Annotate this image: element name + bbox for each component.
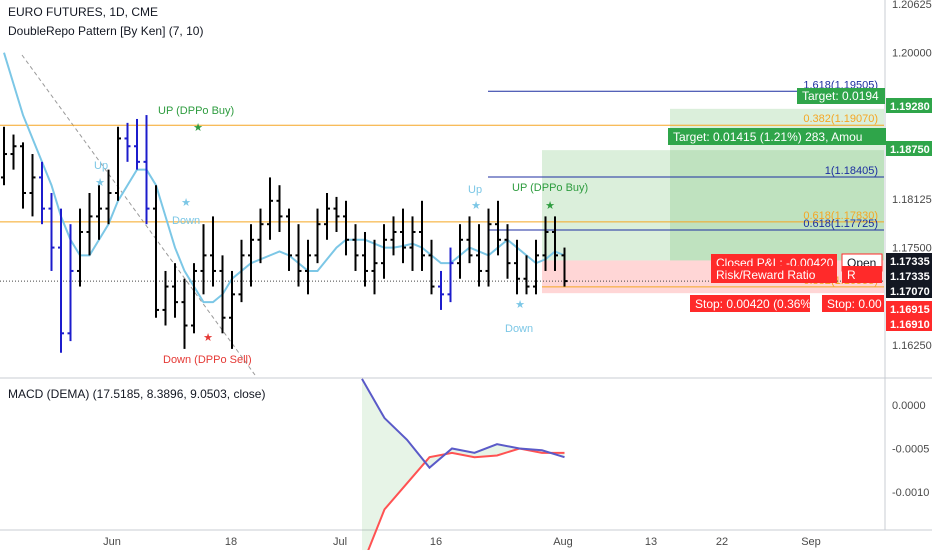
time-tick: Aug	[553, 536, 573, 548]
price-axis-label: 1.19280	[890, 101, 930, 113]
time-tick: Jun	[103, 536, 121, 548]
trade-label-bg	[690, 295, 810, 312]
indicator-title: DoubleRepo Pattern [By Ken] (7, 10)	[8, 24, 204, 38]
trade-label-text: R	[847, 268, 856, 282]
macd-line	[361, 378, 565, 470]
time-tick: 13	[645, 536, 657, 548]
signal-annotation: Down (DPPo Sell)	[163, 354, 252, 366]
trade-label-text: Target: 0.01415 (1.21%) 283, Amou	[673, 130, 862, 144]
trade-label: Stop: 0.00420 (0.36%	[690, 295, 811, 312]
symbol-title: EURO FUTURES, 1D, CME	[8, 5, 159, 19]
star-marker: ★	[203, 332, 213, 344]
trade-label: R	[842, 266, 882, 283]
ma-line	[3, 52, 565, 304]
trade-label-text: Risk/Reward Ratio	[716, 268, 816, 282]
macd-title: MACD (DEMA) (17.5185, 8.3896, 9.0503, cl…	[8, 387, 266, 401]
signal-annotation: UP (DPPo Buy)	[512, 182, 588, 194]
price-axis-label: 1.16910	[890, 319, 930, 331]
time-tick: 18	[225, 536, 237, 548]
signal-annotation: Down	[172, 215, 200, 227]
trade-label-bg	[842, 266, 882, 283]
price-tick: 1.17500	[892, 243, 932, 255]
price-axis-label-bg	[886, 141, 932, 156]
trade-label: Stop: 0.00	[822, 295, 884, 312]
price-axis-label: 1.18750	[890, 144, 930, 156]
star-marker: ★	[471, 200, 481, 212]
signal-annotation: Down	[505, 323, 533, 335]
fib-level-label: 0.618(1.17830)	[803, 210, 878, 222]
star-marker: ★	[95, 177, 105, 189]
time-tick: 16	[430, 536, 442, 548]
trade-label-bg	[797, 88, 885, 104]
time-tick: Sep	[801, 536, 821, 548]
fib-level-label: 0.382(1.19070)	[803, 113, 878, 125]
fib-level-label: 0.618(1.17725)	[803, 218, 878, 230]
star-marker: ★	[181, 197, 191, 209]
trade-label: Target: 0.0194	[797, 88, 885, 104]
trade-label-bg	[822, 295, 884, 312]
macd-fill	[362, 378, 565, 550]
macd-signal-line	[367, 447, 565, 550]
trade-label: Risk/Reward Ratio	[711, 266, 837, 283]
trade-label-text: Target: 0.0194	[802, 89, 879, 103]
price-axis-label: 1.17335	[890, 271, 930, 283]
macd-tick: 0.0000	[892, 400, 926, 412]
price-axis-label: 1.16915	[890, 304, 930, 316]
trade-label-bg	[711, 266, 837, 283]
price-axis-label-bg	[886, 301, 932, 316]
trade-label-text: Stop: 0.00420 (0.36%	[695, 297, 811, 311]
price-tick: 1.20625	[892, 0, 932, 11]
star-marker: ★	[545, 200, 555, 212]
macd-tick: -0.0005	[892, 444, 929, 456]
signal-annotation: UP (DPPo Buy)	[158, 105, 234, 117]
trade-label-text: Stop: 0.00	[827, 297, 882, 311]
star-marker: ★	[193, 122, 203, 134]
signal-annotation: Up	[468, 184, 482, 196]
macd-tick: -0.0010	[892, 487, 929, 499]
target-box-1	[542, 150, 884, 261]
time-tick: 22	[716, 536, 728, 548]
price-tick: 1.18125	[892, 194, 932, 206]
price-axis-label-bg	[886, 253, 932, 268]
price-axis-label-bg	[886, 283, 932, 298]
price-axis-label: 1.17070	[890, 286, 930, 298]
price-axis-label-bg	[886, 268, 932, 283]
signal-annotation: Up	[94, 160, 108, 172]
trade-label: Target: 0.01415 (1.21%) 283, Amou	[668, 128, 886, 145]
price-tick: 1.16250	[892, 340, 932, 352]
fib-level-label: 1(1.18405)	[825, 165, 878, 177]
trade-label-bg	[668, 128, 886, 145]
star-marker: ★	[515, 299, 525, 311]
price-tick: 1.20000	[892, 48, 932, 60]
trend-line	[21, 54, 256, 376]
price-axis-label: 1.17335	[890, 256, 930, 268]
price-axis-label-bg	[886, 98, 932, 113]
time-tick: Jul	[333, 536, 347, 548]
price-axis-label-bg	[886, 316, 932, 331]
